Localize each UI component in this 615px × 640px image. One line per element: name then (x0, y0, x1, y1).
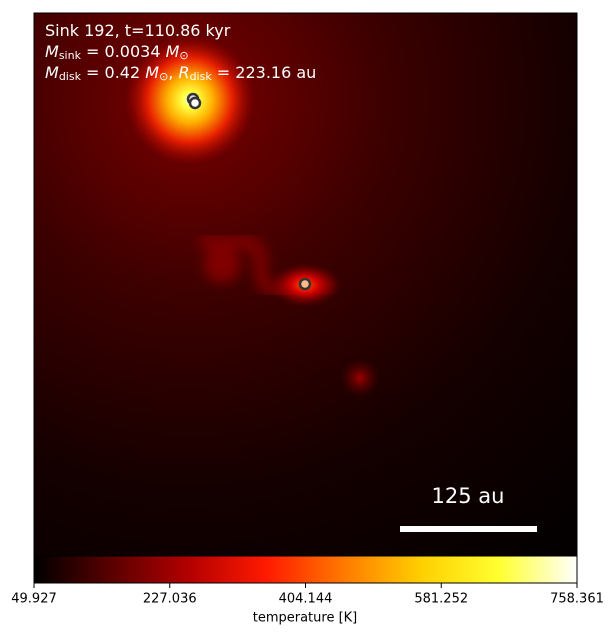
annotation: Mdisk = 0.42 M⊙, Rdisk = 223.16 au (45, 63, 316, 84)
colorbar (33, 555, 578, 584)
annotation-part: = 0.0034 (81, 42, 166, 61)
x-tick-label: 581.252 (414, 592, 468, 607)
annotation-part: M (45, 42, 59, 61)
x-tick-label: 227.036 (143, 592, 197, 607)
temperature-map (34, 13, 577, 556)
annotation-part: ⊙ (159, 70, 168, 83)
annotation: Sink 192, t=110.86 kyr (45, 21, 231, 40)
annotation-part: sink (59, 49, 82, 62)
annotation-part: M (45, 63, 59, 82)
x-tick-label: 404.144 (279, 592, 333, 607)
annotation-part: Sink 192, t=110.86 kyr (45, 21, 231, 40)
annotation: Msink = 0.0034 M⊙ (45, 42, 189, 63)
annotation-part: ⊙ (179, 49, 188, 62)
annotation-part: disk (190, 70, 213, 83)
annotation-part: = 0.42 (81, 63, 145, 82)
scale-bar-label: 125 au (432, 484, 505, 508)
annotation-part: , (168, 63, 178, 82)
x-tick-label: 49.927 (11, 592, 57, 607)
annotation-part: = 223.16 au (212, 63, 317, 82)
sink-markers (186, 92, 312, 291)
annotation-part: disk (59, 70, 82, 83)
annotation-part: R (178, 63, 189, 82)
x-tick-label: 758.361 (550, 592, 604, 607)
colorbar-label: temperature [K] (253, 611, 358, 626)
annotation-part: M (166, 42, 180, 61)
annotation-part: M (145, 63, 159, 82)
